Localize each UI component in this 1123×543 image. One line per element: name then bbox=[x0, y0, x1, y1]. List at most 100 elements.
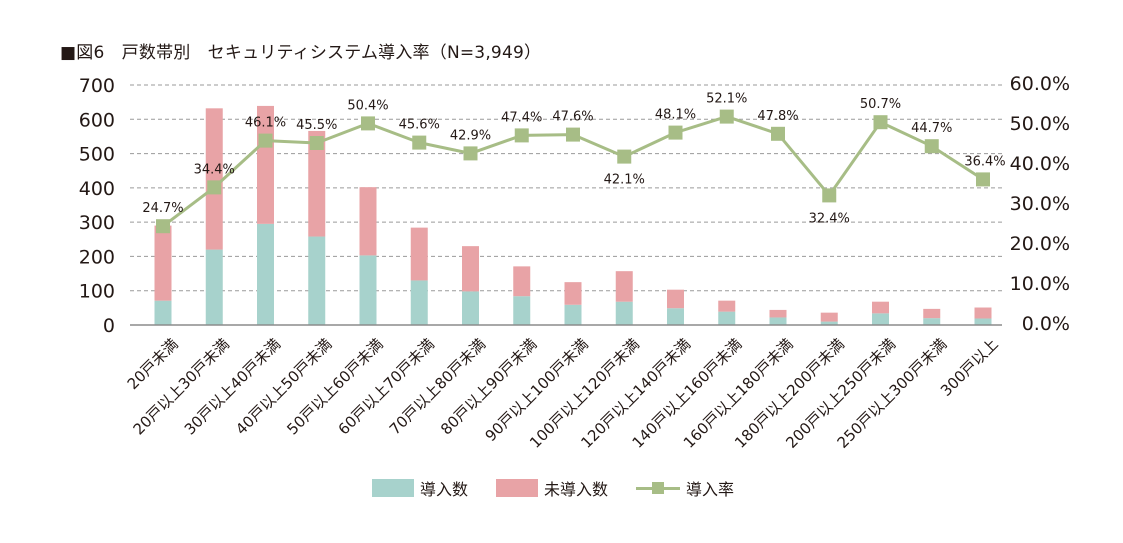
rate-marker bbox=[207, 180, 222, 195]
category-label: 20戸以上30戸未満 bbox=[130, 335, 233, 438]
left-tick-label: 600 bbox=[79, 109, 115, 131]
rate-marker bbox=[309, 136, 324, 150]
rate-line bbox=[156, 109, 990, 234]
right-tick-label: 50.0% bbox=[1010, 113, 1070, 135]
bar-not-installed bbox=[462, 246, 479, 292]
rate-data-label: 47.4% bbox=[501, 110, 542, 125]
bar-installed bbox=[564, 304, 582, 325]
rate-data-label: 32.4% bbox=[809, 211, 850, 226]
left-tick-label: 0 bbox=[103, 315, 115, 337]
rate-marker bbox=[361, 116, 375, 131]
rate-marker bbox=[617, 149, 632, 164]
bar-installed bbox=[205, 249, 223, 325]
rate-data-label: 42.9% bbox=[450, 128, 491, 143]
rate-marker bbox=[668, 125, 683, 140]
rate-data-label: 44.7% bbox=[911, 121, 952, 136]
legend-item-rate: 導入率 bbox=[636, 476, 734, 500]
category-label: 60戸以上70戸未満 bbox=[335, 335, 438, 438]
left-tick-label: 200 bbox=[79, 246, 115, 268]
bar-installed bbox=[820, 321, 838, 325]
left-tick-label: 300 bbox=[79, 212, 115, 234]
chart-title: ■図6 戸数帯別 セキュリティシステム導入率（N=3,949） bbox=[60, 43, 542, 63]
bar-installed bbox=[410, 280, 428, 325]
bar-installed bbox=[359, 255, 377, 325]
rate-marker bbox=[566, 127, 580, 142]
bar-installed bbox=[769, 317, 787, 325]
bar-not-installed bbox=[615, 271, 633, 302]
legend-item-installed: 導入数 bbox=[372, 476, 468, 500]
bar-installed bbox=[462, 291, 479, 325]
rate-data-label: 46.1% bbox=[245, 116, 286, 131]
rate-data-label: 48.1% bbox=[655, 108, 696, 123]
bar-installed bbox=[923, 318, 941, 325]
bar-not-installed bbox=[769, 309, 787, 318]
right-tick-label: 60.0% bbox=[1010, 73, 1070, 95]
right-tick-label: 30.0% bbox=[1010, 193, 1070, 215]
legend-label-installed: 導入数 bbox=[420, 480, 469, 499]
bar-not-installed bbox=[974, 307, 992, 319]
bars bbox=[154, 105, 992, 325]
rate-data-label: 34.4% bbox=[194, 162, 235, 177]
rate-marker bbox=[976, 172, 990, 187]
bar-not-installed bbox=[564, 282, 582, 305]
right-tick-label: 20.0% bbox=[1010, 233, 1070, 255]
right-axis-ticks: 0.0% 10.0% 20.0% 30.0% 40.0% 50.0% 60.0% bbox=[1010, 73, 1070, 335]
bar-not-installed bbox=[513, 266, 531, 297]
bar-installed bbox=[308, 236, 326, 325]
category-label: 40戸以上50戸未満 bbox=[232, 335, 335, 438]
bar-not-installed bbox=[205, 108, 223, 250]
rate-marker bbox=[873, 115, 888, 130]
rate-data-label: 50.7% bbox=[860, 97, 901, 112]
bar-not-installed bbox=[410, 227, 428, 281]
bar-installed bbox=[872, 313, 889, 325]
rate-marker bbox=[258, 133, 273, 148]
rate-marker bbox=[156, 219, 170, 234]
legend-swatch-installed bbox=[372, 479, 414, 497]
bar-installed bbox=[257, 223, 274, 325]
bar-not-installed bbox=[872, 301, 889, 314]
bar-installed bbox=[154, 300, 172, 325]
rate-data-label: 24.7% bbox=[142, 201, 183, 216]
rate-data-label: 36.4% bbox=[964, 154, 1005, 169]
legend-swatch-rate bbox=[636, 479, 681, 497]
bar-installed bbox=[974, 318, 992, 325]
rate-marker bbox=[771, 126, 785, 141]
left-tick-label: 700 bbox=[79, 75, 115, 97]
bar-not-installed bbox=[308, 130, 326, 237]
rate-data-label: 47.6% bbox=[552, 110, 593, 125]
bar-not-installed bbox=[923, 308, 941, 319]
bar-installed bbox=[615, 301, 633, 325]
rate-data-label: 45.5% bbox=[296, 118, 337, 133]
rate-marker bbox=[719, 109, 734, 124]
bar-not-installed bbox=[154, 225, 172, 301]
bar-not-installed bbox=[820, 312, 838, 322]
right-tick-label: 10.0% bbox=[1010, 273, 1070, 295]
bar-installed bbox=[513, 296, 531, 325]
legend-label-not-installed: 未導入数 bbox=[544, 480, 609, 499]
bar-not-installed bbox=[667, 289, 684, 309]
rate-data-label: 45.6% bbox=[399, 118, 440, 133]
rate-marker bbox=[514, 128, 529, 143]
left-tick-label: 400 bbox=[79, 178, 115, 200]
rate-marker bbox=[822, 188, 837, 203]
category-label: 80戸以上90戸未満 bbox=[437, 335, 540, 438]
point-labels: 24.7% 34.4% 46.1% 45.5% 50.4% 45.6% 42.9% 47.4%… bbox=[142, 92, 1005, 227]
category-labels: 20戸未満20戸以上30戸未満30戸以上40戸未満40戸以上50戸未満50戸以上… bbox=[124, 335, 1002, 452]
rate-marker bbox=[924, 139, 939, 154]
category-label: 70戸以上80戸未満 bbox=[386, 335, 489, 438]
bar-not-installed bbox=[718, 300, 736, 312]
left-tick-label: 100 bbox=[79, 281, 115, 303]
bar-installed bbox=[667, 308, 684, 325]
rate-data-label: 42.1% bbox=[604, 173, 645, 188]
bar-installed bbox=[718, 311, 736, 325]
legend-swatch-not-installed bbox=[496, 479, 539, 497]
legend-label-rate: 導入率 bbox=[686, 480, 735, 499]
legend: 導入数 未導入数 導入率 bbox=[372, 476, 762, 500]
rate-data-label: 50.4% bbox=[347, 98, 388, 113]
right-tick-label: 40.0% bbox=[1010, 153, 1070, 175]
rate-marker bbox=[463, 146, 478, 161]
rate-marker bbox=[412, 135, 427, 150]
category-label: 30戸以上40戸未満 bbox=[181, 335, 284, 438]
right-tick-label: 0.0% bbox=[1022, 313, 1070, 335]
